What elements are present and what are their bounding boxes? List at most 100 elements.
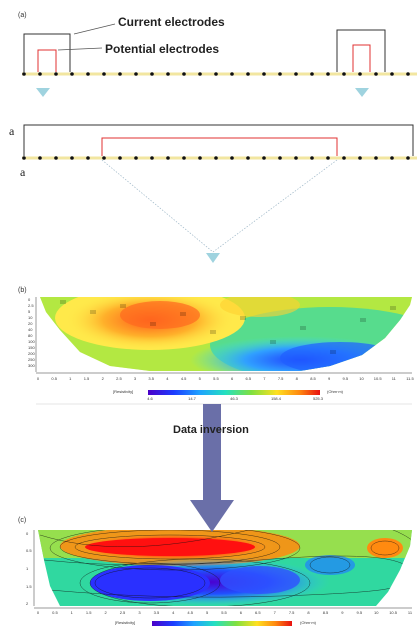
colorbar-b-value-0: 4.6 xyxy=(147,396,153,401)
b-x-tick-7: 3.5 xyxy=(148,376,154,381)
c-x-tick-13: 6.5 xyxy=(255,610,261,615)
b-x-tick-15: 7.5 xyxy=(278,376,284,381)
c-x-tick-3: 1.5 xyxy=(86,610,92,615)
b-x-tick-21: 10.5 xyxy=(374,376,383,381)
electrode-line-bottom xyxy=(22,124,417,263)
c-x-tick-1: 0.5 xyxy=(52,610,58,615)
electrode-line-top xyxy=(22,72,417,76)
pseudosection-b-x-ticks: 0 0.5 1 1.5 2 2.5 3 3.5 4 4.5 5 5.5 6 6.5 7 7.5 8 8.5 9 9.5… xyxy=(37,376,415,381)
c-x-tick-19: 9.5 xyxy=(357,610,363,615)
svg-text:1: 1 xyxy=(26,566,29,571)
c-x-tick-16: 8 xyxy=(307,610,310,615)
colorbar-c-label: [Resistivity] xyxy=(115,620,136,625)
svg-text:2.5: 2.5 xyxy=(28,303,34,308)
svg-text:40: 40 xyxy=(28,327,33,332)
spacing-label-lower: a xyxy=(20,165,26,179)
svg-text:1.5: 1.5 xyxy=(26,584,32,589)
b-x-tick-4: 2 xyxy=(102,376,105,381)
c-x-tick-17: 8.5 xyxy=(323,610,329,615)
c-x-tick-0: 0 xyxy=(37,610,40,615)
colorbar-b-label: [Resistivity] xyxy=(113,389,134,394)
c-x-tick-15: 7.5 xyxy=(289,610,295,615)
svg-text:200: 200 xyxy=(28,351,35,356)
inversion-arrow xyxy=(190,404,234,532)
panel-b-label: (b) xyxy=(18,287,27,294)
svg-text:80: 80 xyxy=(28,333,33,338)
electrode-dots-top xyxy=(22,72,410,76)
c-x-tick-4: 2 xyxy=(104,610,107,615)
b-x-tick-1: 0.5 xyxy=(51,376,57,381)
svg-text:300: 300 xyxy=(28,363,35,368)
svg-text:2: 2 xyxy=(26,601,29,606)
b-x-tick-0: 0 xyxy=(37,376,40,381)
b-x-tick-23: 11.5 xyxy=(406,376,414,381)
svg-text:0: 0 xyxy=(26,531,29,536)
b-x-tick-22: 11 xyxy=(392,376,397,381)
panel-c-label: (c) xyxy=(18,517,27,524)
panel-a-label: (a) xyxy=(18,12,27,19)
inverted-section-c-depth-axis: 0 0.5 1 1.5 2 xyxy=(26,531,32,606)
datum-marker-left xyxy=(36,88,50,97)
b-x-tick-5: 2.5 xyxy=(116,376,122,381)
c-x-tick-7: 3.5 xyxy=(154,610,160,615)
b-x-tick-2: 1 xyxy=(69,376,72,381)
c-x-tick-18: 9 xyxy=(341,610,344,615)
left-electrode-array xyxy=(23,23,116,72)
c-x-tick-20: 10 xyxy=(374,610,379,615)
b-x-tick-12: 6 xyxy=(231,376,234,381)
b-x-tick-9: 4.5 xyxy=(181,376,187,381)
spacing-label: a xyxy=(9,124,15,138)
current-electrodes-label: Current electrodes xyxy=(118,15,225,29)
c-x-tick-11: 5.5 xyxy=(221,610,227,615)
c-x-tick-21: 10.5 xyxy=(389,610,398,615)
svg-text:20: 20 xyxy=(28,321,33,326)
c-x-tick-6: 3 xyxy=(138,610,141,615)
c-x-tick-2: 1 xyxy=(71,610,74,615)
datum-marker-right xyxy=(355,88,369,97)
svg-text:150: 150 xyxy=(28,345,35,350)
inverted-section-c-x-ticks: 0 0.5 1 1.5 2 2.5 3 3.5 4 4.5 5 5.5 6 6.5 7 7.5 8 8.5 9 9.5… xyxy=(37,610,413,615)
svg-text:5: 5 xyxy=(28,309,31,314)
svg-text:10: 10 xyxy=(28,315,33,320)
b-x-tick-17: 8.5 xyxy=(310,376,316,381)
colorbar-c-unit: (Ohm·m) xyxy=(300,620,316,625)
b-x-tick-3: 1.5 xyxy=(84,376,90,381)
b-x-tick-10: 5 xyxy=(199,376,202,381)
b-x-tick-14: 7 xyxy=(263,376,266,381)
c-x-tick-9: 4.5 xyxy=(187,610,193,615)
b-x-tick-13: 6.5 xyxy=(246,376,252,381)
c-x-tick-5: 2.5 xyxy=(120,610,126,615)
colorbar-b-unit: (Ohm·m) xyxy=(327,389,343,394)
colorbar-b-value-1: 14.7 xyxy=(188,396,197,401)
b-x-tick-19: 9.5 xyxy=(343,376,349,381)
svg-text:0: 0 xyxy=(28,297,31,302)
b-x-tick-6: 3 xyxy=(134,376,137,381)
c-x-tick-22: 11 xyxy=(408,610,413,615)
colorbar-b-value-4: 525.3 xyxy=(313,396,324,401)
svg-text:250: 250 xyxy=(28,357,35,362)
inverted-section-c: 0 0.5 1 1.5 2 xyxy=(26,530,412,609)
b-x-tick-11: 5.5 xyxy=(213,376,219,381)
colorbar-b-value-3: 158.4 xyxy=(271,396,282,401)
b-x-tick-20: 10 xyxy=(359,376,364,381)
b-x-tick-8: 4 xyxy=(166,376,169,381)
c-x-tick-12: 6 xyxy=(240,610,243,615)
b-x-tick-18: 9 xyxy=(328,376,331,381)
c-x-tick-10: 5 xyxy=(206,610,209,615)
colorbar-b-values: 4.6 14.7 46.3 158.4 525.3 xyxy=(147,396,324,401)
b-x-tick-16: 8 xyxy=(296,376,299,381)
right-electrode-array xyxy=(336,29,386,72)
data-inversion-label: Data inversion xyxy=(173,424,249,436)
potential-electrodes-label: Potential electrodes xyxy=(105,42,220,56)
colorbar-b xyxy=(148,390,320,395)
c-x-tick-14: 7 xyxy=(274,610,277,615)
c-x-tick-8: 4 xyxy=(172,610,175,615)
colorbar-b-value-2: 46.3 xyxy=(230,396,239,401)
svg-text:100: 100 xyxy=(28,339,35,344)
colorbar-c xyxy=(152,621,292,626)
svg-text:0.5: 0.5 xyxy=(26,548,32,553)
datum-marker-bottom xyxy=(206,253,220,263)
